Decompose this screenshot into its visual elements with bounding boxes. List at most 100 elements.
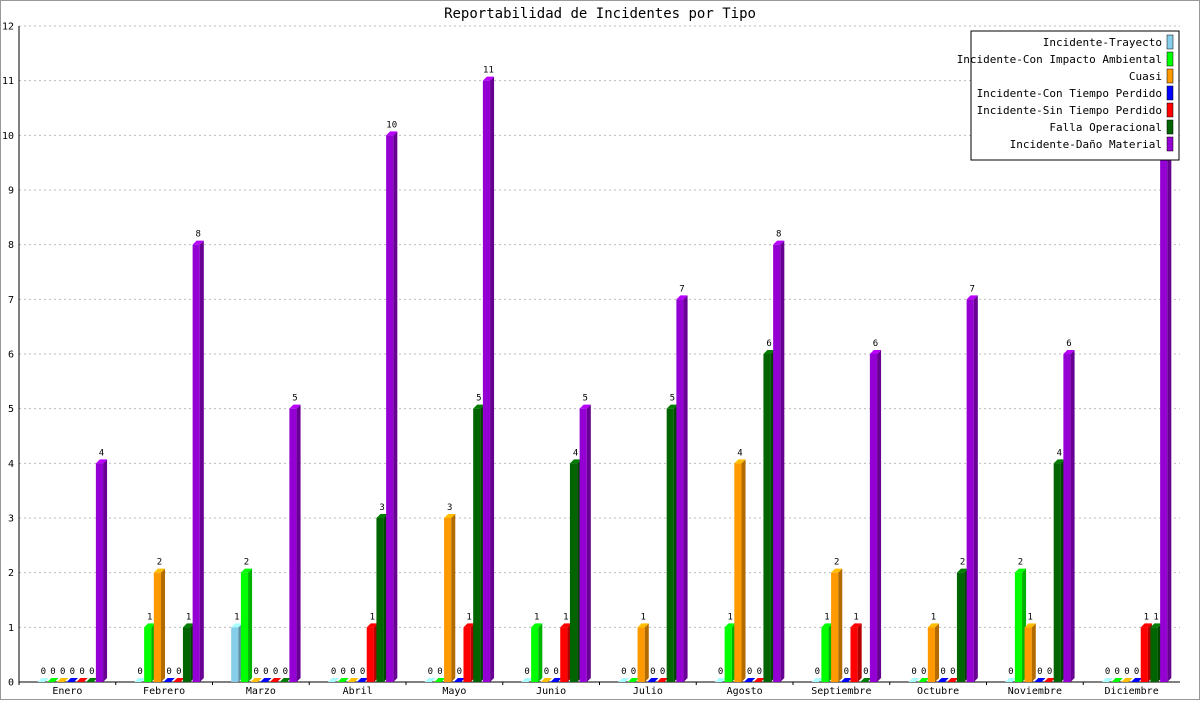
bar — [676, 295, 688, 682]
bar-top — [531, 623, 543, 628]
bar — [1160, 131, 1172, 683]
bar — [1014, 568, 1027, 682]
data-label: 1 — [234, 612, 239, 622]
data-label: 0 — [1047, 667, 1052, 677]
bar-top — [618, 678, 630, 682]
data-label: 2 — [244, 558, 249, 568]
chart-title: Reportabilidad de Incidentes por Tipo — [444, 6, 756, 22]
bar — [927, 623, 940, 682]
bar — [1140, 623, 1152, 682]
y-tick-label: 4 — [8, 459, 14, 470]
bar-side — [838, 568, 843, 682]
data-label: 0 — [166, 667, 171, 677]
bar-side — [248, 568, 253, 682]
legend-box — [970, 30, 1180, 161]
bar-front — [444, 518, 452, 682]
bar — [947, 678, 959, 682]
bar-top — [744, 678, 756, 682]
bar-front — [831, 572, 839, 682]
bar-side — [1167, 131, 1172, 683]
data-label: 0 — [1105, 667, 1110, 677]
bar-top — [279, 678, 291, 682]
data-label: 0 — [747, 667, 752, 677]
bar — [434, 678, 446, 682]
bar-top — [579, 404, 591, 409]
data-label: 0 — [718, 667, 723, 677]
bar — [831, 568, 843, 682]
bar-top — [1101, 678, 1114, 682]
bar — [134, 678, 146, 682]
y-tick-label: 0 — [8, 678, 14, 689]
bar — [366, 623, 378, 682]
bar — [47, 678, 59, 682]
bar-front — [463, 627, 471, 682]
bar-front — [966, 299, 974, 682]
data-label: 0 — [660, 667, 665, 677]
bar — [1053, 459, 1065, 682]
bar-top — [627, 678, 640, 682]
legend-item: Incidente-Con Tiempo Perdido — [977, 85, 1174, 101]
data-label: 0 — [273, 667, 278, 677]
bar — [240, 568, 253, 682]
data-label: 7 — [970, 284, 975, 294]
data-label: 0 — [60, 667, 65, 677]
data-label: 0 — [544, 667, 549, 677]
bar-top — [1121, 678, 1133, 682]
data-label: 0 — [1134, 667, 1139, 677]
data-label: 7 — [679, 284, 684, 294]
bar — [666, 404, 678, 682]
data-label: 1 — [853, 612, 858, 622]
data-label: 5 — [292, 394, 297, 404]
y-tick-label: 9 — [8, 186, 14, 197]
data-label: 0 — [341, 667, 346, 677]
bar-top — [821, 623, 833, 628]
bar-front — [773, 244, 781, 682]
bar-top — [753, 678, 765, 682]
bar-top — [869, 350, 882, 354]
bar-side — [490, 76, 495, 682]
bar — [279, 678, 291, 682]
bar — [656, 678, 669, 682]
legend-swatch — [1166, 51, 1174, 67]
bar-top — [811, 678, 823, 682]
bar-top — [57, 678, 69, 682]
bar — [250, 678, 262, 682]
data-label: 6 — [1066, 339, 1071, 349]
data-label: 0 — [350, 667, 355, 677]
legend-swatch — [1166, 34, 1174, 50]
bar — [714, 678, 727, 682]
bar-side — [1031, 623, 1036, 682]
data-label: 6 — [873, 339, 878, 349]
y-tick-label: 3 — [8, 514, 14, 525]
bar-top — [463, 623, 475, 628]
bar — [744, 678, 756, 682]
bar — [811, 678, 823, 682]
legend-swatch — [1166, 119, 1174, 135]
bar — [260, 678, 272, 682]
bar-front — [1160, 135, 1168, 683]
bar — [95, 459, 108, 682]
bar — [269, 678, 282, 682]
bar-front — [676, 299, 684, 682]
bar — [37, 678, 49, 682]
data-label: 3 — [379, 503, 384, 513]
bar-side — [683, 295, 688, 682]
bar-top — [918, 678, 930, 682]
bar — [560, 623, 572, 682]
legend-swatch — [1166, 102, 1174, 118]
bar-top — [734, 459, 746, 464]
data-label: 0 — [553, 667, 558, 677]
bar-front — [1063, 354, 1071, 682]
bar — [531, 623, 543, 682]
data-label: 0 — [815, 667, 820, 677]
bar-side — [451, 514, 456, 682]
data-label: 0 — [757, 667, 762, 677]
data-label: 4 — [737, 448, 742, 458]
bar — [579, 404, 591, 682]
bar-top — [1024, 623, 1036, 628]
bar — [1131, 678, 1143, 682]
bar-top — [1043, 678, 1056, 682]
